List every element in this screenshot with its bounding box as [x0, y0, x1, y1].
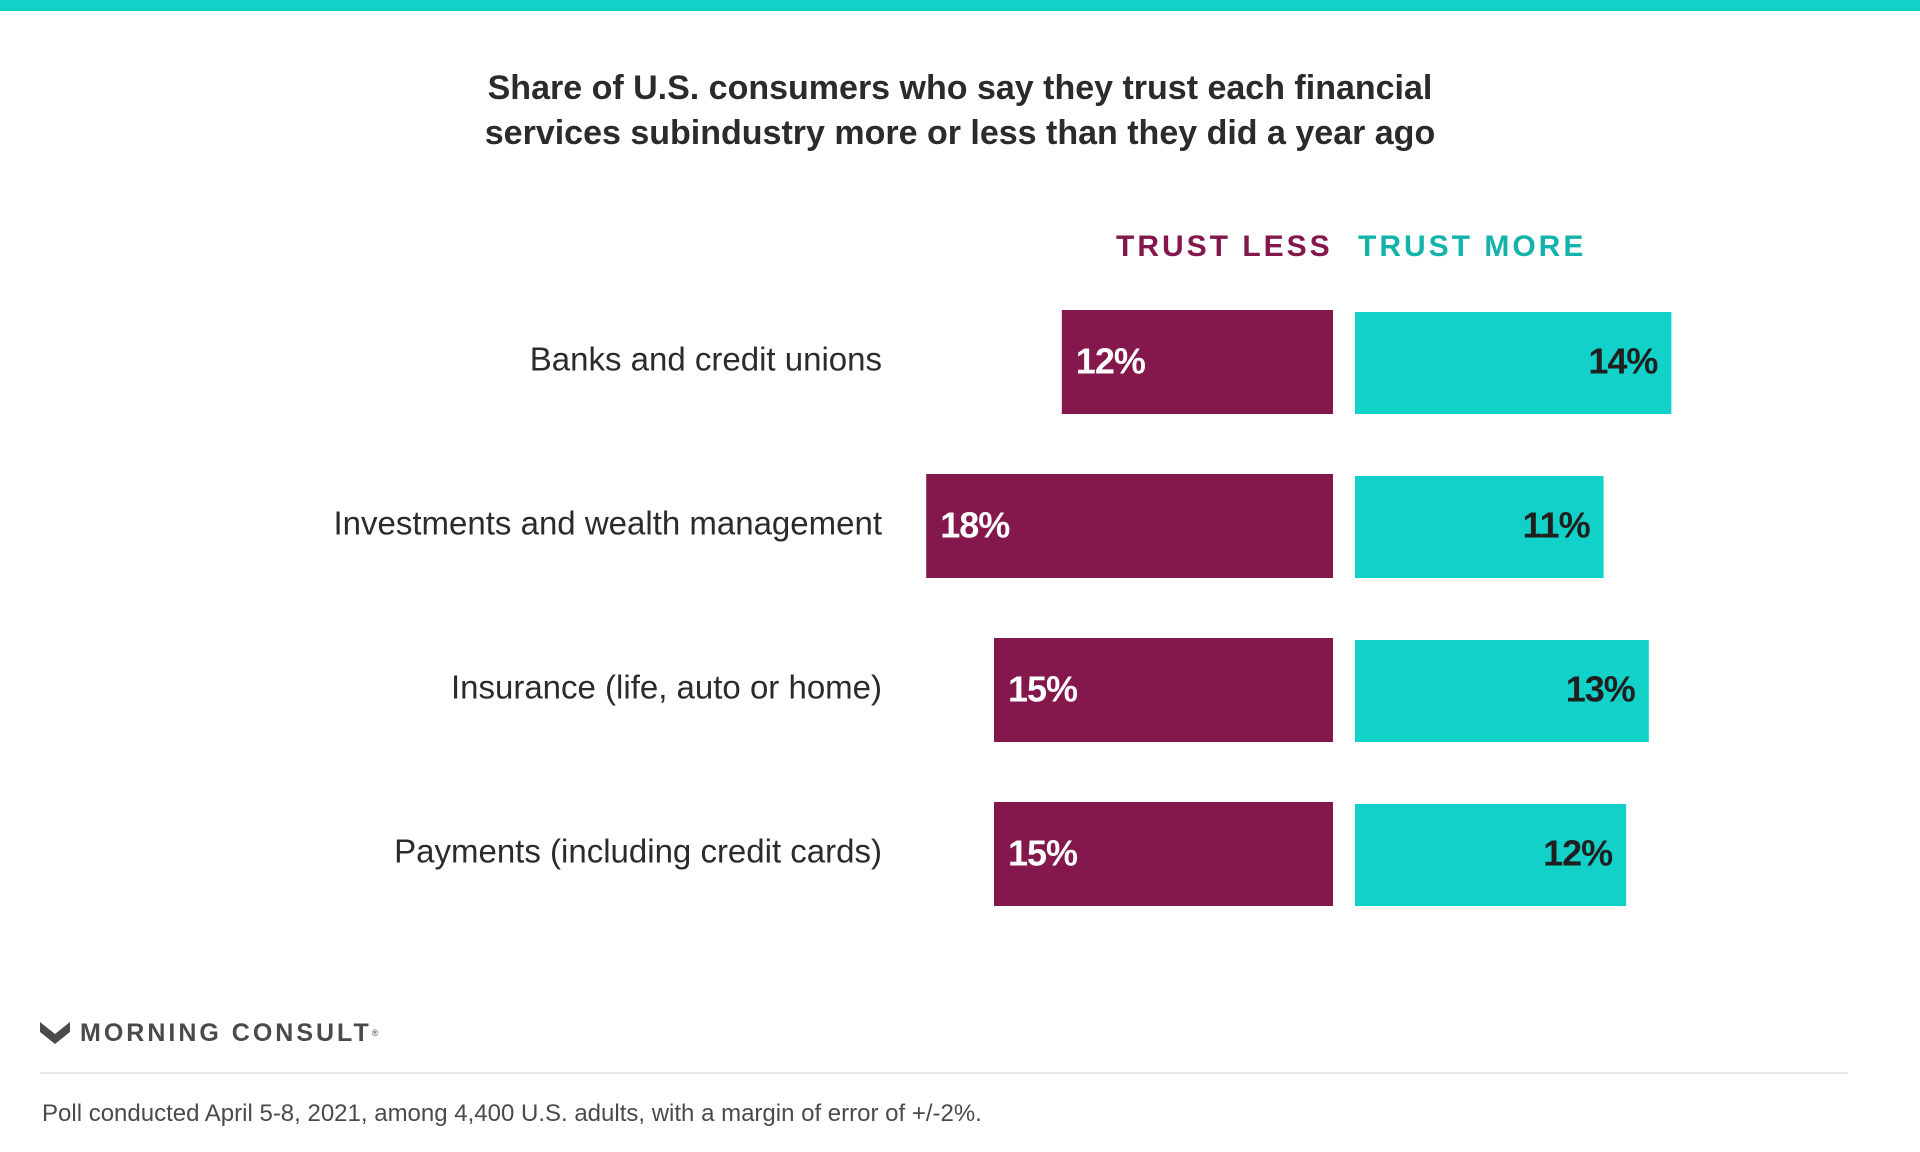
value-label-trust-less: 15% — [1008, 669, 1078, 710]
category-label: Insurance (life, auto or home) — [451, 669, 882, 706]
bar-trust-more — [1355, 476, 1604, 578]
value-label-trust-more: 12% — [1543, 833, 1613, 874]
chart-title-line-1: Share of U.S. consumers who say they tru… — [487, 69, 1433, 107]
brand-registered-mark: ® — [371, 1028, 379, 1038]
bar-trust-less — [994, 638, 1333, 742]
bar-trust-less — [994, 802, 1333, 906]
bar-trust-more — [1355, 804, 1627, 906]
bar-trust-more — [1355, 640, 1649, 742]
category-label: Payments (including credit cards) — [394, 833, 882, 870]
bar-trust-less — [1061, 310, 1333, 414]
value-label-trust-more: 13% — [1566, 669, 1636, 710]
bar-trust-less — [926, 474, 1333, 578]
category-label: Investments and wealth management — [334, 505, 882, 542]
footer-divider — [40, 1072, 1848, 1074]
morning-consult-logo-icon — [40, 1022, 70, 1044]
category-label: Banks and credit unions — [530, 341, 882, 378]
diverging-bar-chart: Banks and credit unions 12% 14% Investments… — [334, 310, 1672, 906]
brand-name: MORNING CONSULT — [80, 1018, 372, 1047]
top-accent-bar — [0, 0, 1920, 11]
chart-title: Share of U.S. consumers who say they tru… — [360, 66, 1560, 156]
value-label-trust-more: 14% — [1588, 341, 1658, 382]
chart-title-line-2: services subindustry more or less than t… — [484, 114, 1436, 152]
value-label-trust-more: 11% — [1523, 505, 1591, 546]
bar-trust-more — [1355, 312, 1672, 414]
morning-consult-logo: MORNING CONSULT ® — [40, 1016, 378, 1050]
value-label-trust-less: 15% — [1008, 833, 1078, 874]
value-label-trust-less: 12% — [1076, 341, 1146, 382]
legend-trust-more: TRUST MORE — [1358, 230, 1587, 263]
legend-trust-less: TRUST LESS — [1116, 230, 1333, 263]
value-label-trust-less: 18% — [940, 505, 1010, 546]
poll-footnote: Poll conducted April 5-8, 2021, among 4,… — [42, 1100, 982, 1127]
